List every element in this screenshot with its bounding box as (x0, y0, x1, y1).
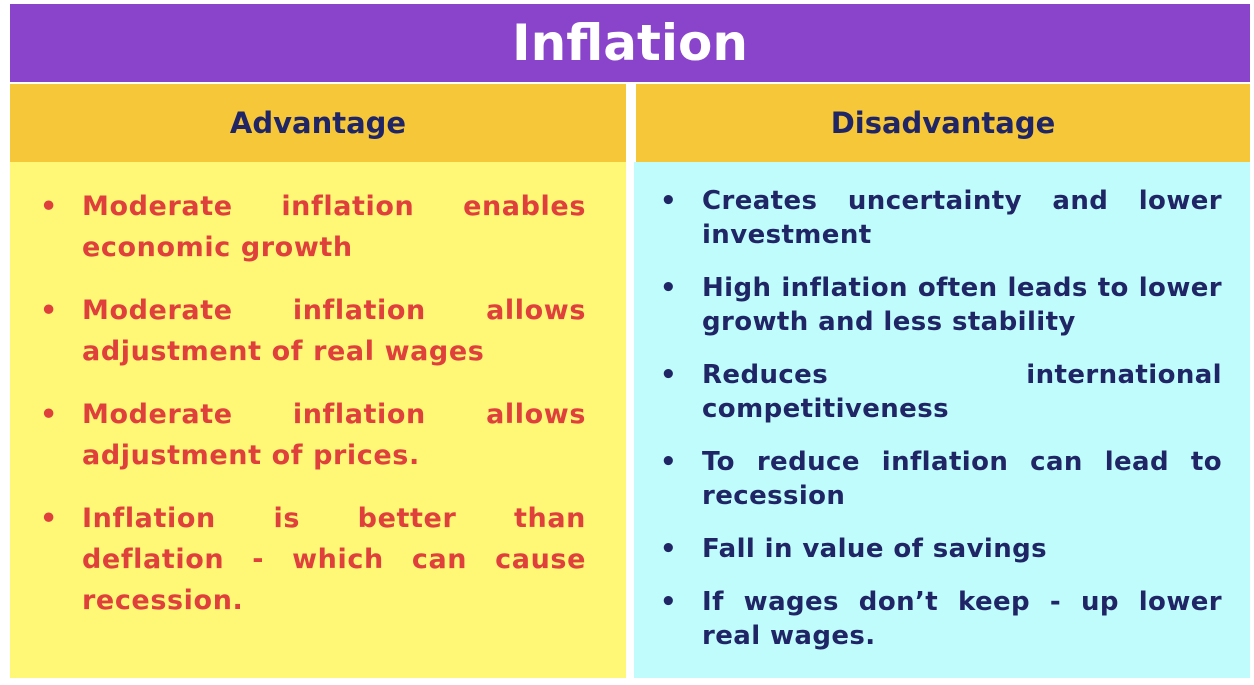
disadvantage-item-text: High inflation often leads to lower grow… (702, 273, 1222, 337)
disadvantage-item-text: Fall in value of savings (702, 534, 1048, 564)
advantage-header: Advantage (10, 84, 626, 162)
disadvantage-item-text: To reduce inflation can lead to recessio… (702, 447, 1222, 511)
list-item: • Moderate inflation enables economic gr… (40, 186, 586, 268)
page-title: Inflation (10, 4, 1250, 82)
bullet-icon: • (660, 534, 678, 564)
disadvantage-panel: • Creates uncertainty and lower investme… (634, 162, 1250, 678)
advantage-item-text: Moderate inflation enables economic grow… (82, 191, 586, 263)
list-item: • Inflation is better than deflation - w… (40, 498, 586, 621)
disadvantage-list: • Creates uncertainty and lower investme… (660, 184, 1222, 653)
list-item: • Creates uncertainty and lower investme… (660, 184, 1222, 252)
list-item: • If wages don’t keep - up lower real wa… (660, 585, 1222, 653)
bullet-icon: • (40, 295, 58, 326)
advantage-list: • Moderate inflation enables economic gr… (40, 186, 586, 621)
list-item: • Reduces international competitiveness (660, 358, 1222, 426)
advantage-item-text: Moderate inflation allows adjustment of … (82, 399, 586, 471)
bullet-icon: • (660, 186, 678, 216)
bullet-icon: • (40, 503, 58, 534)
advantage-item-text: Inflation is better than deflation - whi… (82, 503, 586, 616)
disadvantage-item-text: If wages don’t keep - up lower real wage… (702, 587, 1222, 651)
bullet-icon: • (660, 360, 678, 390)
list-item: • Moderate inflation allows adjustment o… (40, 290, 586, 372)
bullet-icon: • (660, 273, 678, 303)
disadvantage-item-text: Creates uncertainty and lower investment (702, 186, 1222, 250)
bullet-icon: • (660, 587, 678, 617)
list-item: • Fall in value of savings (660, 532, 1222, 566)
bullet-icon: • (660, 447, 678, 477)
list-item: • High inflation often leads to lower gr… (660, 271, 1222, 339)
disadvantage-item-text: Reduces international competitiveness (702, 360, 1222, 424)
advantage-item-text: Moderate inflation allows adjustment of … (82, 295, 586, 367)
disadvantage-header: Disadvantage (636, 84, 1250, 162)
list-item: • Moderate inflation allows adjustment o… (40, 394, 586, 476)
bullet-icon: • (40, 191, 58, 222)
advantage-panel: • Moderate inflation enables economic gr… (10, 162, 626, 678)
bullet-icon: • (40, 399, 58, 430)
list-item: • To reduce inflation can lead to recess… (660, 445, 1222, 513)
